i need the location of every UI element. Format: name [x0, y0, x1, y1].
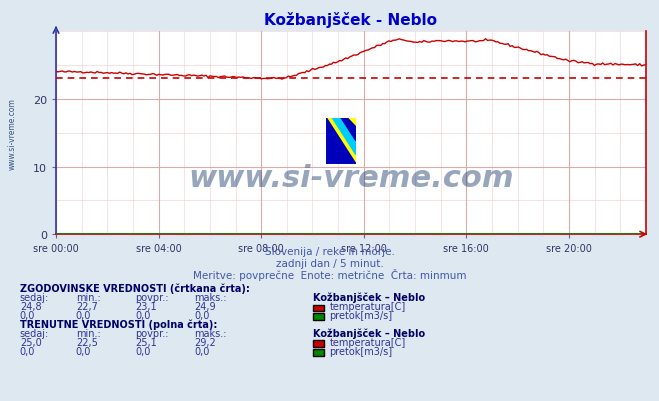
Text: povpr.:: povpr.:: [135, 293, 169, 303]
Text: 0,0: 0,0: [194, 346, 210, 356]
Text: 0,0: 0,0: [76, 310, 91, 320]
Text: ZGODOVINSKE VREDNOSTI (črtkana črta):: ZGODOVINSKE VREDNOSTI (črtkana črta):: [20, 283, 250, 294]
Text: TRENUTNE VREDNOSTI (polna črta):: TRENUTNE VREDNOSTI (polna črta):: [20, 318, 217, 329]
Text: 23,1: 23,1: [135, 302, 157, 312]
Text: 25,1: 25,1: [135, 337, 157, 347]
Text: povpr.:: povpr.:: [135, 328, 169, 338]
Polygon shape: [332, 118, 356, 155]
Text: Meritve: povprečne  Enote: metrične  Črta: minmum: Meritve: povprečne Enote: metrične Črta:…: [192, 269, 467, 281]
Text: www.si-vreme.com: www.si-vreme.com: [188, 164, 514, 192]
Text: min.:: min.:: [76, 293, 101, 303]
Text: maks.:: maks.:: [194, 293, 227, 303]
Text: Kožbanjšček – Neblo: Kožbanjšček – Neblo: [313, 328, 425, 338]
Text: 0,0: 0,0: [20, 346, 35, 356]
Text: 0,0: 0,0: [76, 346, 91, 356]
Text: sedaj:: sedaj:: [20, 328, 49, 338]
Text: 25,0: 25,0: [20, 337, 42, 347]
Title: Kožbanjšček - Neblo: Kožbanjšček - Neblo: [264, 12, 438, 28]
Text: 22,7: 22,7: [76, 302, 98, 312]
Text: 0,0: 0,0: [135, 346, 150, 356]
Text: maks.:: maks.:: [194, 328, 227, 338]
Text: pretok[m3/s]: pretok[m3/s]: [330, 346, 393, 356]
Text: zadnji dan / 5 minut.: zadnji dan / 5 minut.: [275, 259, 384, 269]
Polygon shape: [326, 118, 356, 164]
Text: Slovenija / reke in morje.: Slovenija / reke in morje.: [264, 247, 395, 257]
Text: 24,8: 24,8: [20, 302, 42, 312]
Text: 29,2: 29,2: [194, 337, 216, 347]
Text: temperatura[C]: temperatura[C]: [330, 302, 406, 312]
Text: pretok[m3/s]: pretok[m3/s]: [330, 310, 393, 320]
Text: 0,0: 0,0: [20, 310, 35, 320]
Text: www.si-vreme.com: www.si-vreme.com: [7, 97, 16, 169]
Text: 0,0: 0,0: [135, 310, 150, 320]
Text: 22,5: 22,5: [76, 337, 98, 347]
Text: temperatura[C]: temperatura[C]: [330, 337, 406, 347]
Text: 24,9: 24,9: [194, 302, 216, 312]
Text: sedaj:: sedaj:: [20, 293, 49, 303]
Text: 0,0: 0,0: [194, 310, 210, 320]
Text: min.:: min.:: [76, 328, 101, 338]
Polygon shape: [326, 118, 356, 164]
Text: Kožbanjšček – Neblo: Kožbanjšček – Neblo: [313, 292, 425, 303]
Polygon shape: [341, 118, 356, 142]
